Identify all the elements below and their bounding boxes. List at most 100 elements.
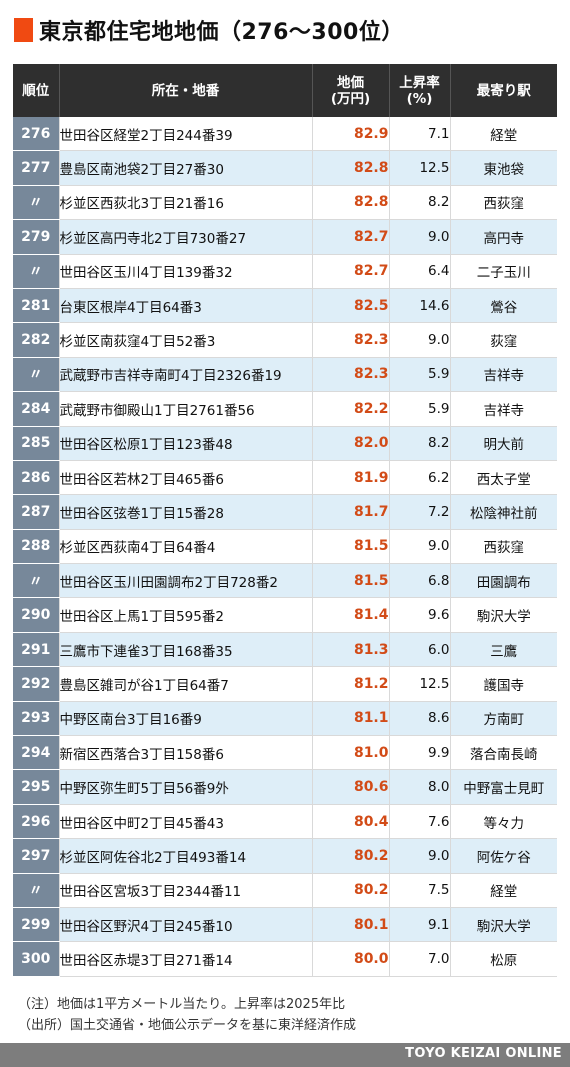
rank-cell: 284	[13, 391, 60, 427]
rank-cell: 285	[13, 426, 60, 461]
table-row: 〃武蔵野市吉祥寺南町4丁目2326番19 82.3 5.9 吉祥寺	[13, 357, 557, 393]
address-cell: 世田谷区経堂2丁目244番39	[59, 117, 313, 152]
rank-cell: 296	[13, 804, 60, 840]
rate-cell: 12.5	[389, 150, 451, 186]
station-cell: 松陰神社前	[450, 494, 557, 530]
publisher-credit: TOYO KEIZAI ONLINE	[405, 1046, 562, 1061]
price-cell: 80.2	[312, 873, 390, 908]
table-row: 279 杉並区高円寺北2丁目730番27 82.7 9.0 高円寺	[13, 219, 557, 255]
rate-cell: 7.2	[389, 494, 451, 530]
address-cell: 杉並区阿佐谷北2丁目493番14	[59, 838, 313, 874]
address-cell: 中野区南台3丁目16番9	[59, 701, 313, 737]
table-row: 282 杉並区南荻窪4丁目52番3 82.3 9.0 荻窪	[13, 322, 557, 358]
price-cell: 80.1	[312, 907, 390, 943]
price-cell: 82.9	[312, 117, 390, 152]
rank-cell: 281	[13, 288, 60, 324]
station-cell: 荻窪	[450, 322, 557, 358]
address-cell: 世田谷区玉川田園調布2丁目728番2	[59, 563, 313, 599]
price-cell: 81.2	[312, 666, 390, 702]
address-cell: 豊島区南池袋2丁目27番30	[59, 150, 313, 186]
price-cell: 82.8	[312, 185, 390, 221]
price-cell: 82.5	[312, 288, 390, 324]
rate-cell: 9.9	[389, 735, 451, 771]
station-cell: 中野富士見町	[450, 769, 557, 805]
address-cell: 中野区弥生町5丁目56番9外	[59, 769, 313, 805]
price-cell: 81.9	[312, 460, 390, 496]
price-cell: 81.5	[312, 563, 390, 599]
address-cell: 三鷹市下連雀3丁目168番35	[59, 632, 313, 668]
table-row: 291 三鷹市下連雀3丁目168番35 81.3 6.0 三鷹	[13, 632, 557, 668]
rate-cell: 5.9	[389, 357, 451, 393]
rate-cell: 9.0	[389, 838, 451, 874]
rank-cell: 291	[13, 632, 60, 668]
rate-cell: 7.1	[389, 117, 451, 152]
station-cell: 西荻窪	[450, 185, 557, 221]
table-row: 293 中野区南台3丁目16番9 81.1 8.6 方南町	[13, 701, 557, 737]
rate-cell: 7.6	[389, 804, 451, 840]
rank-cell: 282	[13, 322, 60, 358]
station-cell: 吉祥寺	[450, 357, 557, 393]
address-cell: 杉並区西荻北3丁目21番16	[59, 185, 313, 221]
price-cell: 82.3	[312, 357, 390, 393]
rank-cell: 277	[13, 150, 60, 186]
price-cell: 80.2	[312, 838, 390, 874]
station-cell: 等々力	[450, 804, 557, 840]
rank-cell: 297	[13, 838, 60, 874]
table-row: 284 武蔵野市御殿山1丁目2761番56 82.2 5.9 吉祥寺	[13, 391, 557, 427]
header-address: 所在・地番	[59, 64, 313, 117]
station-cell: 駒沢大学	[450, 597, 557, 633]
address-cell: 世田谷区中町2丁目45番43	[59, 804, 313, 840]
rank-cell: 〃	[13, 185, 60, 221]
station-cell: 三鷹	[450, 632, 557, 668]
rank-cell: 299	[13, 907, 60, 943]
page-title: 東京都住宅地地価（276〜300位）	[39, 20, 404, 45]
station-cell: 明大前	[450, 426, 557, 461]
address-cell: 台東区根岸4丁目64番3	[59, 288, 313, 324]
rank-cell: 290	[13, 597, 60, 633]
rate-cell: 6.8	[389, 563, 451, 599]
table-row: 294 新宿区西落合3丁目158番6 81.0 9.9 落合南長崎	[13, 735, 557, 771]
rank-cell: 〃	[13, 563, 60, 599]
table-row: 292 豊島区雑司が谷1丁目64番7 81.2 12.5 護国寺	[13, 666, 557, 702]
rank-cell: 279	[13, 219, 60, 255]
rank-cell: 294	[13, 735, 60, 771]
price-cell: 81.4	[312, 597, 390, 633]
address-cell: 世田谷区宮坂3丁目2344番11	[59, 873, 313, 908]
address-cell: 新宿区西落合3丁目158番6	[59, 735, 313, 771]
table-header: 順位 所在・地番 地価 (万円) 上昇率 (%) 最寄り駅	[13, 64, 557, 117]
table-body: 276 世田谷区経堂2丁目244番39 82.9 7.1 経堂 277 豊島区南池袋2丁目2…	[13, 117, 557, 977]
table-row: 281 台東区根岸4丁目64番3 82.5 14.6 鶯谷	[13, 288, 557, 324]
header-rate-line2: (%)	[406, 90, 433, 107]
price-cell: 81.7	[312, 494, 390, 530]
price-cell: 82.8	[312, 150, 390, 186]
rate-cell: 9.0	[389, 322, 451, 358]
address-cell: 世田谷区上馬1丁目595番2	[59, 597, 313, 633]
footer-bar: TOYO KEIZAI ONLINE	[0, 1043, 570, 1067]
address-cell: 杉並区高円寺北2丁目730番27	[59, 219, 313, 255]
header-price-line1: 地価	[337, 74, 364, 91]
price-cell: 80.0	[312, 941, 390, 977]
rank-cell: 300	[13, 941, 60, 977]
rank-cell: 〃	[13, 254, 60, 289]
table-row: 290 世田谷区上馬1丁目595番2 81.4 9.6 駒沢大学	[13, 597, 557, 633]
price-cell: 82.7	[312, 254, 390, 289]
address-cell: 世田谷区赤堤3丁目271番14	[59, 941, 313, 977]
station-cell: 方南町	[450, 701, 557, 737]
rate-cell: 7.5	[389, 873, 451, 908]
rank-cell: 295	[13, 769, 60, 805]
rate-cell: 14.6	[389, 288, 451, 324]
address-cell: 武蔵野市御殿山1丁目2761番56	[59, 391, 313, 427]
rate-cell: 12.5	[389, 666, 451, 702]
note-source: （出所）国土交通省・地価公示データを基に東洋経済作成	[18, 1018, 357, 1033]
table-row: 〃世田谷区玉川田園調布2丁目728番2 81.5 6.8 田園調布	[13, 563, 557, 599]
rank-cell: 293	[13, 701, 60, 737]
price-cell: 82.0	[312, 426, 390, 461]
rate-cell: 6.4	[389, 254, 451, 289]
address-cell: 世田谷区若林2丁目465番6	[59, 460, 313, 496]
station-cell: 西太子堂	[450, 460, 557, 496]
table-row: 〃杉並区西荻北3丁目21番16 82.8 8.2 西荻窪	[13, 185, 557, 221]
rank-cell: 288	[13, 529, 60, 565]
table-row: 276 世田谷区経堂2丁目244番39 82.9 7.1 経堂	[13, 117, 557, 152]
rate-cell: 5.9	[389, 391, 451, 427]
header-rate: 上昇率 (%)	[389, 64, 451, 117]
